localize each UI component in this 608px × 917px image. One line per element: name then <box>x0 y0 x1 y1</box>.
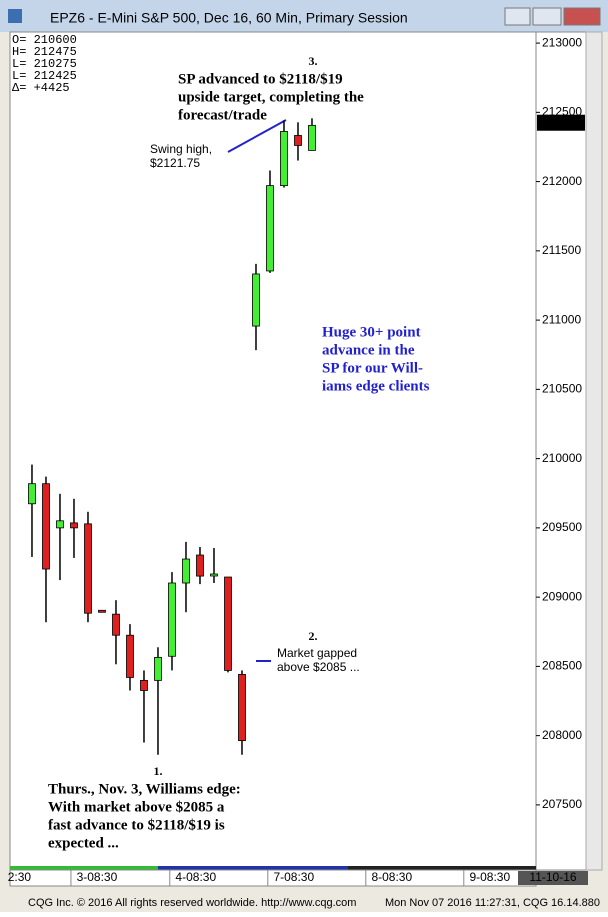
date-box <box>518 871 588 885</box>
footer-right: Mon Nov 07 2016 11:27:31, CQG 16.14.880 <box>385 897 600 909</box>
candle-body <box>98 609 106 613</box>
annotation: expected ... <box>48 835 119 851</box>
candle-body <box>238 674 246 742</box>
y-tick-label: 210000 <box>542 451 582 465</box>
info-line: O= 210600 <box>12 33 77 47</box>
close-button[interactable] <box>563 7 601 26</box>
x-tick-label: 4-08:30 <box>175 870 216 884</box>
annotation: forecast/trade <box>178 107 267 123</box>
annotation: above $2085 ... <box>277 660 360 674</box>
axis-band <box>10 866 158 870</box>
candle-body <box>28 483 36 505</box>
y-tick-label: 207500 <box>542 797 582 811</box>
annotation: Swing high, <box>150 142 212 156</box>
candle-body <box>168 582 176 657</box>
annotation-number: 2. <box>309 629 318 643</box>
annotation: $2121.75 <box>150 156 200 170</box>
annotation: advance in the <box>322 342 415 358</box>
price-axis <box>535 31 587 871</box>
candle-body <box>182 558 190 584</box>
candle-body <box>84 523 92 614</box>
annotation: With market above $2085 a <box>48 799 225 815</box>
y-tick-label: 208500 <box>542 659 582 673</box>
y-tick-label: 211500 <box>542 243 581 257</box>
annotation: Huge 30+ point <box>322 324 421 340</box>
window-title: EPZ6 - E-Mini S&P 500, Dec 16, 60 Min, P… <box>50 10 408 26</box>
info-line: Δ= +4425 <box>12 81 70 95</box>
last-price-label: 212425 <box>541 115 581 129</box>
info-line: H= 212475 <box>12 45 77 59</box>
annotation-number: 1. <box>154 764 163 778</box>
candle-body <box>154 656 162 681</box>
annotation: upside target, completing the <box>178 89 364 105</box>
annotation: Market gapped <box>277 646 357 660</box>
axis-band <box>348 866 536 870</box>
candle-body <box>140 679 148 691</box>
candle-body <box>294 135 302 146</box>
y-tick-label: 209000 <box>542 589 582 603</box>
maximize-button[interactable] <box>532 7 562 26</box>
footer-left: CQG Inc. © 2016 All rights reserved worl… <box>28 897 356 909</box>
y-tick-label: 210500 <box>542 382 582 396</box>
x-tick-label: 9-08:30 <box>469 870 510 884</box>
x-tick-label: 2:30 <box>8 870 32 884</box>
x-tick-label: 3-08:30 <box>77 870 118 884</box>
plot-area <box>9 31 537 871</box>
annotation: Thurs., Nov. 3, Williams edge: <box>48 781 241 797</box>
last-price-box <box>537 114 585 131</box>
axis-band <box>158 866 348 870</box>
candle-body <box>308 124 316 151</box>
candle-body <box>266 185 274 272</box>
candle-body <box>70 522 78 529</box>
x-tick-label: 8-08:30 <box>371 870 412 884</box>
y-tick-label: 208000 <box>542 728 582 742</box>
x-tick-label: 7-08:30 <box>273 870 314 884</box>
app-icon <box>8 9 22 23</box>
candle-body <box>196 554 204 577</box>
info-line: L= 210275 <box>12 57 77 71</box>
annotation-number: 3. <box>309 54 318 68</box>
annotation: iams edge clients <box>322 378 430 394</box>
candle-body <box>126 634 134 678</box>
candle-body <box>210 573 218 577</box>
candle-body <box>42 483 50 570</box>
info-line: L= 212425 <box>12 69 77 83</box>
annotation: fast advance to $2118/$19 is <box>48 817 225 833</box>
annotation: SP advanced to $2118/$19 <box>178 71 343 87</box>
scrollbar[interactable] <box>585 31 603 871</box>
annotation: SP for our Will- <box>322 360 423 376</box>
y-tick-label: 211000 <box>542 312 581 326</box>
candle-body <box>252 273 260 327</box>
y-tick-label: 212000 <box>542 174 582 188</box>
candle-body <box>280 131 288 187</box>
y-tick-label: 213000 <box>542 35 582 49</box>
minimize-button[interactable] <box>504 7 531 26</box>
candle-body <box>224 576 232 671</box>
candle-body <box>112 613 120 636</box>
date-label: 11-10-16 <box>529 870 576 884</box>
y-tick-label: 209500 <box>542 520 582 534</box>
annotation-line <box>227 119 287 153</box>
candle-body <box>56 520 64 529</box>
